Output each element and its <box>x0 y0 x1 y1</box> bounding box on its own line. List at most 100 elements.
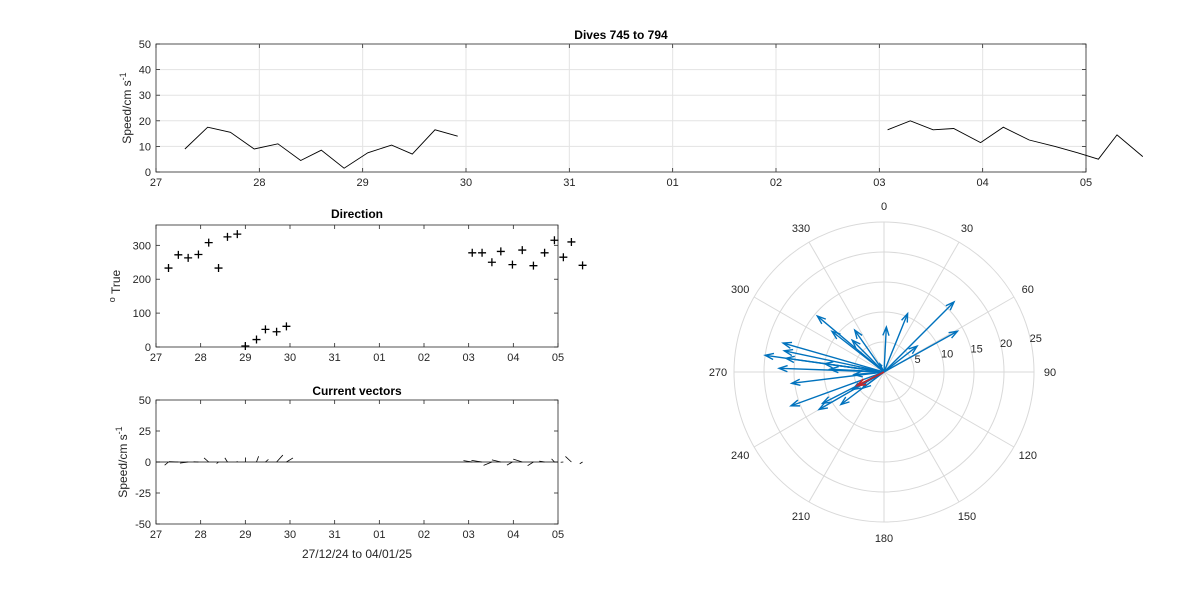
x-tick-label: 27 <box>150 352 162 364</box>
direction-point <box>204 238 213 247</box>
vectors-chart-title: Current vectors <box>312 384 402 398</box>
y-tick-label: 20 <box>139 116 151 128</box>
speed-series-line <box>184 126 458 169</box>
compass-arrow <box>882 325 890 373</box>
current-vector <box>551 458 555 463</box>
polar-angle-label: 150 <box>958 511 976 523</box>
direction-point <box>184 253 193 262</box>
y-tick-label: 0 <box>145 167 151 179</box>
polar-spoke <box>753 296 885 373</box>
x-tick-label: 03 <box>873 177 885 189</box>
current-vector <box>164 461 169 466</box>
arrow-head <box>850 382 862 391</box>
x-tick-label: 04 <box>977 177 989 189</box>
y-tick-label: 200 <box>133 274 151 286</box>
arrow-head <box>850 338 861 349</box>
direction-point <box>518 246 527 255</box>
x-tick-label: 01 <box>667 177 679 189</box>
polar-radius-label: 5 <box>914 354 920 366</box>
y-tick-label: -25 <box>135 488 151 500</box>
vectors-y-axis-label: Speed/cm s-1 <box>114 426 130 497</box>
arrow-shaft <box>824 362 885 373</box>
direction-point <box>567 237 576 246</box>
current-vectors-panel: 27 28 29 30 31 01 02 03 04 05 50 25 0 -25 -50 Current … <box>114 384 583 561</box>
polar-angle-label: 180 <box>875 533 893 545</box>
arrow-head <box>789 399 800 407</box>
arrow-shaft <box>883 301 955 373</box>
y-tick-label: 0 <box>145 457 151 469</box>
direction-point <box>272 327 281 336</box>
current-vector <box>565 456 572 463</box>
polar-angle-label: 30 <box>961 223 973 235</box>
direction-point <box>550 236 559 245</box>
arrow-shaft <box>782 342 885 373</box>
current-vector <box>265 459 269 463</box>
arrow-head <box>853 328 863 340</box>
arrow-shaft <box>830 368 885 373</box>
compass-arrow <box>853 328 885 373</box>
speed-panel: 27 28 29 30 31 01 02 03 04 05 0 10 20 30 40 50 Dives 74… <box>118 28 1144 189</box>
x-tick-label: 29 <box>239 529 251 541</box>
x-tick-label: 30 <box>460 177 472 189</box>
compass-arrow <box>828 365 885 374</box>
arrow-shaft <box>883 327 888 373</box>
polar-spoke <box>883 371 960 503</box>
compass-arrow <box>815 314 885 373</box>
x-tick-label: 31 <box>329 352 341 364</box>
polar-radius-label: 15 <box>971 343 983 355</box>
direction-point <box>487 258 496 267</box>
speed-chart-title: Dives 745 to 794 <box>574 28 668 42</box>
x-tick-label: 28 <box>195 352 207 364</box>
x-tick-label: 01 <box>373 529 385 541</box>
current-vector <box>513 458 523 463</box>
speed-axes-box <box>155 43 1087 173</box>
x-tick-label: 03 <box>463 529 475 541</box>
polar-spoke <box>808 371 885 503</box>
arrow-shaft <box>784 350 885 373</box>
direction-panel: 27 28 29 30 31 01 02 03 04 05 0 100 200 300 Direction… <box>107 207 587 364</box>
direction-point <box>478 248 487 257</box>
direction-y-axis-label: o True <box>107 269 123 302</box>
direction-point <box>559 253 568 262</box>
direction-point <box>164 264 173 273</box>
current-vector <box>506 461 513 466</box>
arrow-head <box>945 300 956 311</box>
x-tick-label: 04 <box>507 529 519 541</box>
arrow-head <box>782 348 794 357</box>
x-tick-label: 04 <box>507 352 519 364</box>
arrow-head <box>820 396 832 405</box>
arrow-shaft <box>854 329 885 373</box>
arrow-head <box>817 402 829 411</box>
arrow-head <box>781 341 793 349</box>
y-tick-label: -50 <box>135 519 151 531</box>
arrow-shaft <box>816 315 885 373</box>
polar-spoke <box>808 241 885 373</box>
x-tick-label: 05 <box>552 352 564 364</box>
arrow-shaft <box>856 371 885 387</box>
y-tick-label: 30 <box>139 90 151 102</box>
arrow-head <box>908 344 919 355</box>
arrow-head <box>878 362 883 368</box>
polar-angle-label: 300 <box>731 284 749 296</box>
arrow-shaft <box>790 371 885 407</box>
compass-arrow <box>782 348 885 373</box>
arrow-head <box>822 361 834 369</box>
x-tick-label: 02 <box>770 177 782 189</box>
direction-chart-title: Direction <box>331 207 383 221</box>
arrow-shaft <box>883 345 918 373</box>
direction-axes-box <box>155 224 559 348</box>
direction-point <box>223 232 232 241</box>
compass-arrow <box>822 361 885 373</box>
current-vector <box>179 461 189 464</box>
compass-arrow <box>883 330 960 373</box>
y-tick-label: 10 <box>139 141 151 153</box>
y-tick-label: 50 <box>139 395 151 407</box>
polar-radius-label: 20 <box>1000 338 1012 350</box>
polar-angle-label: 270 <box>709 367 727 379</box>
direction-point <box>496 247 505 256</box>
current-vector <box>203 457 209 463</box>
x-tick-label: 31 <box>329 529 341 541</box>
direction-point <box>578 261 587 270</box>
current-vector <box>483 461 493 466</box>
compass-arrow <box>883 344 919 373</box>
